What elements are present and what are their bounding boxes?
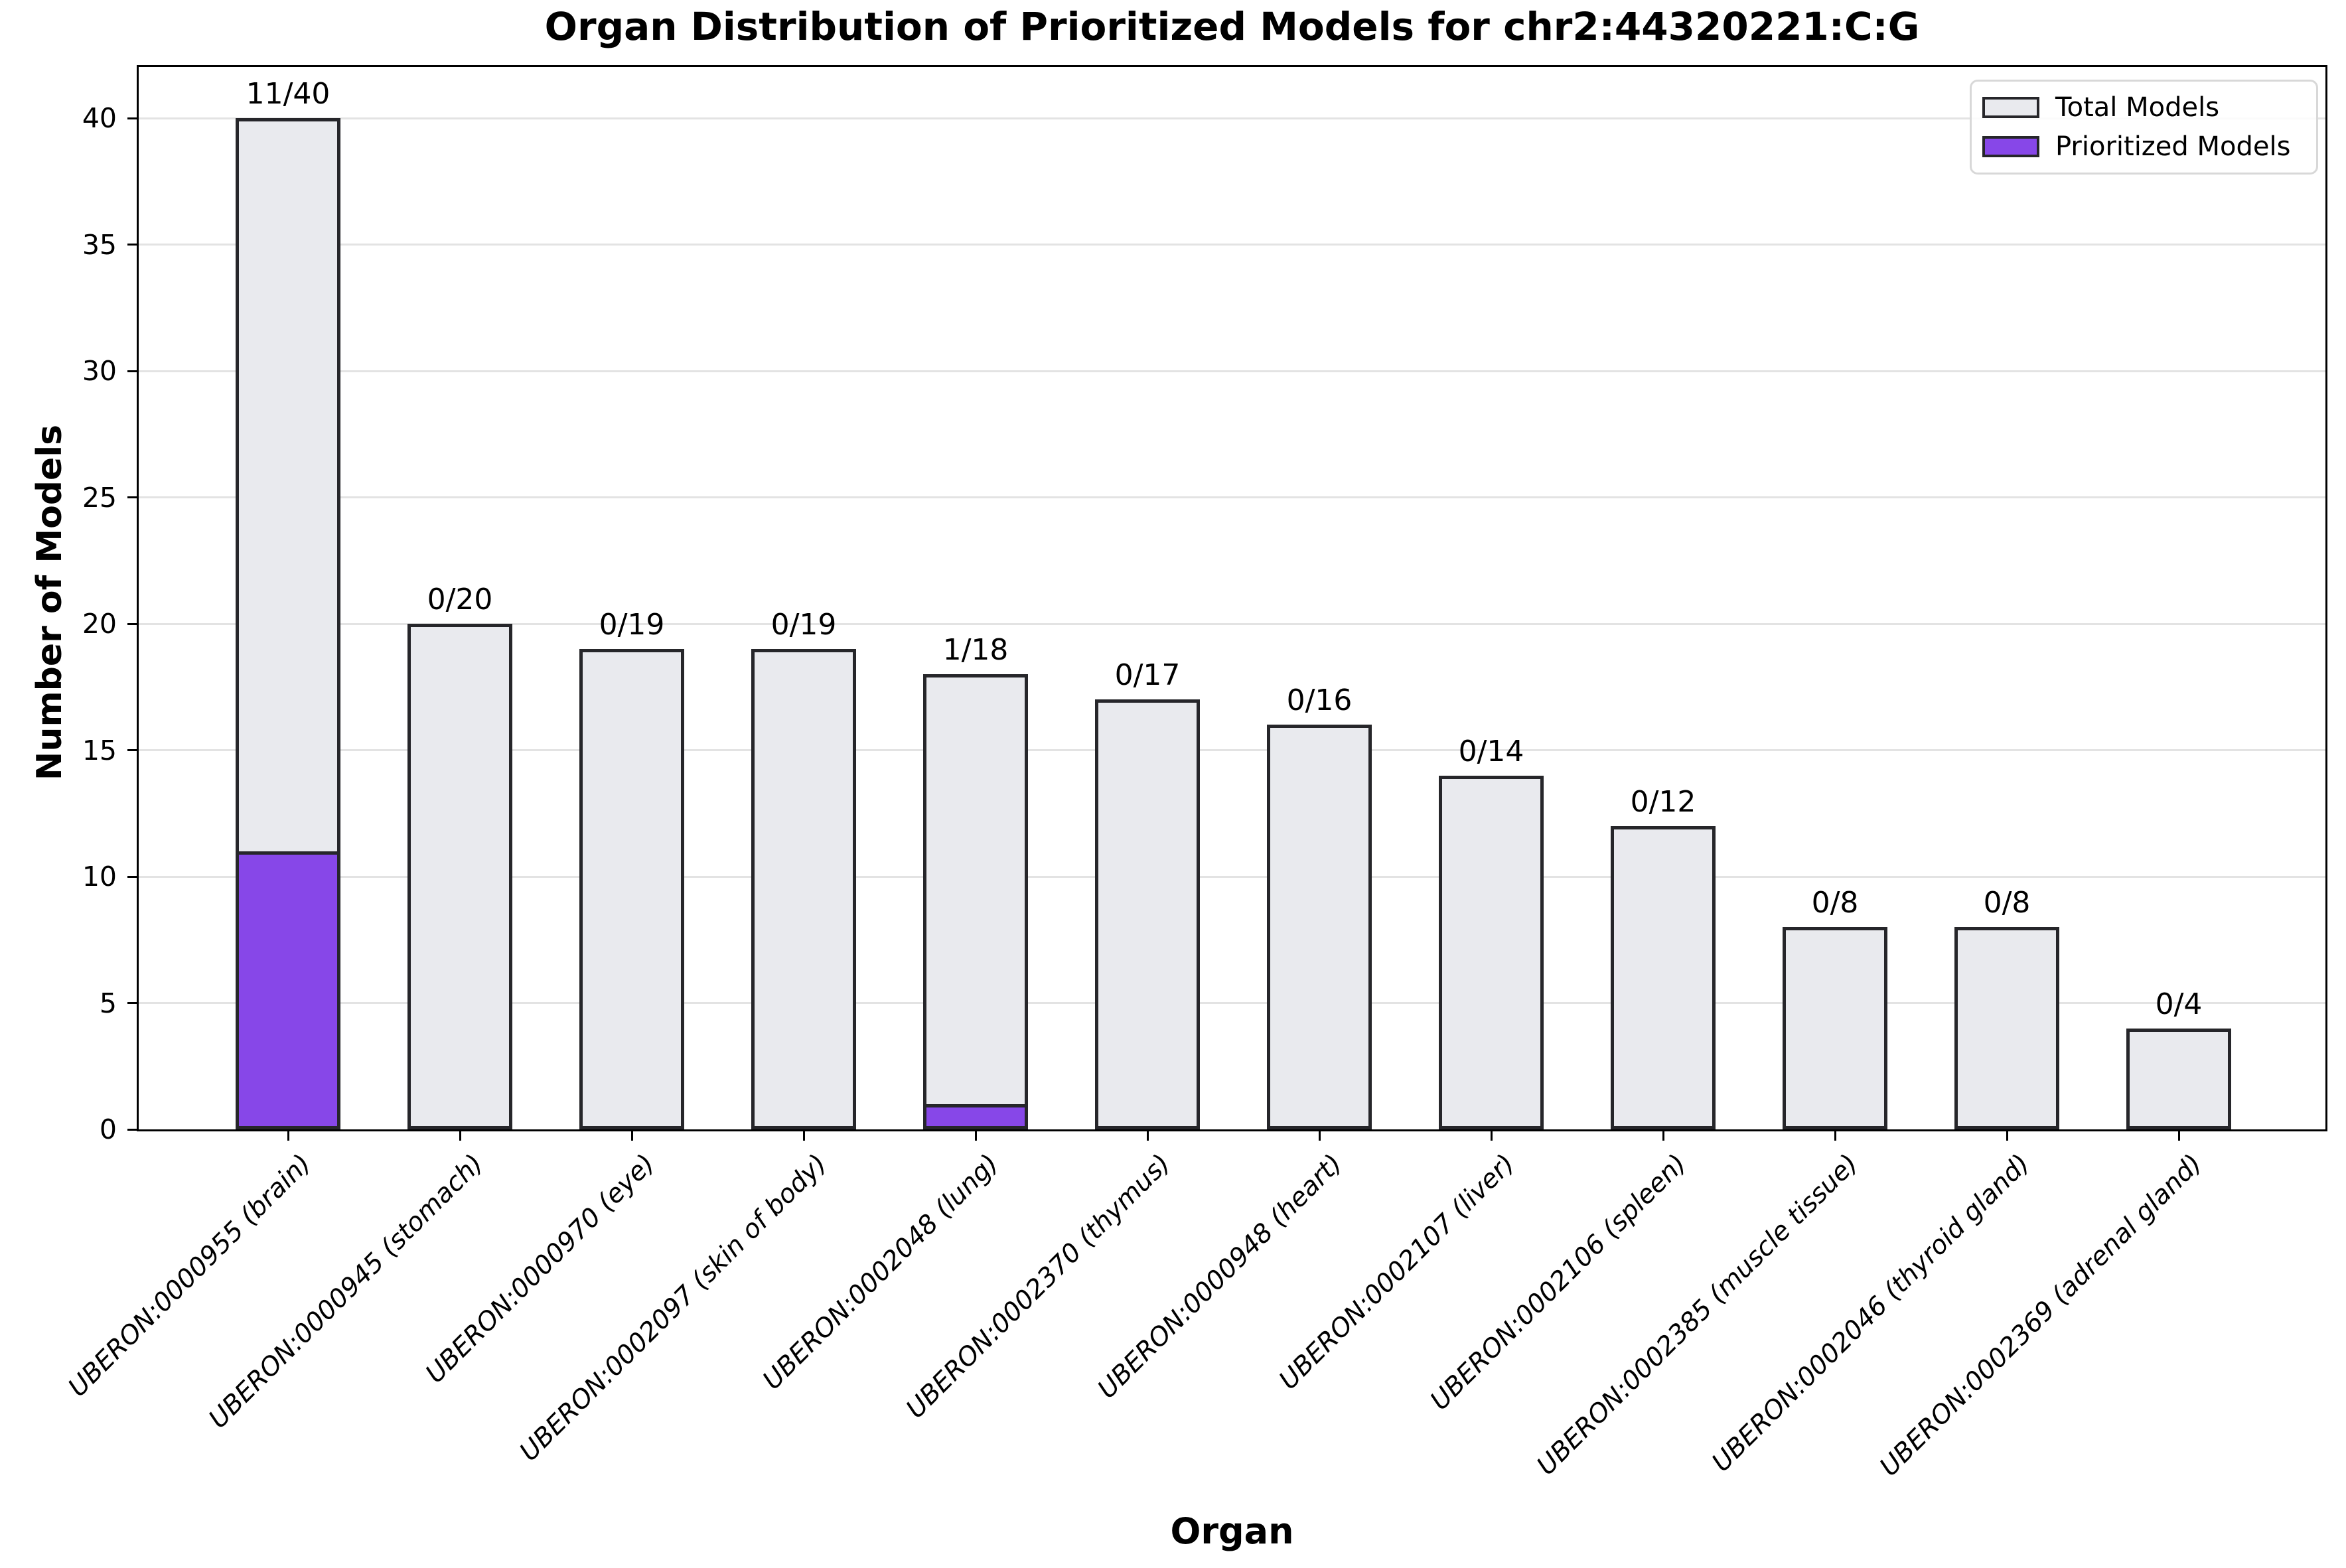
- total-bar-1: [407, 624, 512, 1129]
- y-tick-mark-10: [127, 875, 137, 878]
- y-tick-mark-5: [127, 1002, 137, 1004]
- total-bar-5: [1095, 699, 1200, 1129]
- bar-annotation-2: 0/19: [599, 608, 665, 642]
- x-tick-label-10: UBERON:0002046 (thyroid gland): [1706, 1149, 2036, 1478]
- bar-annotation-8: 0/12: [1630, 784, 1696, 819]
- total-bar-2: [579, 649, 684, 1129]
- total-bar-9: [1783, 927, 1887, 1129]
- bar-annotation-3: 0/19: [770, 608, 837, 642]
- legend-item-prioritized-models: Prioritized Models: [1982, 131, 2306, 162]
- bar-annotation-4: 1/18: [942, 633, 1009, 668]
- legend-label-prioritized-models: Prioritized Models: [2055, 131, 2291, 162]
- x-tick-mark-1: [459, 1131, 461, 1141]
- x-tick-mark-0: [287, 1131, 289, 1141]
- prioritized-models-swatch: [1982, 135, 2039, 157]
- x-tick-mark-5: [1146, 1131, 1149, 1141]
- y-tick-label-35: 35: [82, 228, 117, 261]
- x-tick-mark-8: [1662, 1131, 1664, 1141]
- gridline-y-25: [139, 496, 2325, 498]
- total-bar-8: [1611, 825, 1716, 1129]
- y-tick-mark-25: [127, 496, 137, 498]
- legend-label-total-models: Total Models: [2055, 92, 2220, 123]
- total-bar-10: [1954, 927, 2059, 1129]
- y-tick-label-15: 15: [82, 734, 117, 766]
- chart-title: Organ Distribution of Prioritized Models…: [544, 4, 1920, 49]
- x-tick-label-1: UBERON:0000945 (stomach): [203, 1149, 489, 1435]
- bar-annotation-6: 0/16: [1286, 683, 1353, 718]
- y-tick-label-20: 20: [82, 608, 117, 640]
- y-tick-mark-40: [127, 117, 137, 119]
- legend-item-total-models: Total Models: [1982, 92, 2306, 123]
- y-tick-label-40: 40: [82, 102, 117, 134]
- gridline-y-10: [139, 875, 2325, 878]
- gridline-y-30: [139, 370, 2325, 372]
- gridline-y-15: [139, 749, 2325, 751]
- gridline-y-35: [139, 244, 2325, 246]
- y-tick-mark-0: [127, 1128, 137, 1131]
- x-tick-mark-2: [630, 1131, 633, 1141]
- y-tick-label-30: 30: [82, 355, 117, 387]
- bar-annotation-7: 0/14: [1458, 734, 1524, 768]
- x-tick-mark-6: [1318, 1131, 1321, 1141]
- legend: Total Models Prioritized Models: [1970, 80, 2318, 175]
- y-tick-mark-30: [127, 370, 137, 372]
- x-axis-label: Organ: [1170, 1510, 1294, 1552]
- prioritized-bar-0: [236, 851, 340, 1129]
- y-tick-mark-15: [127, 749, 137, 751]
- y-tick-mark-20: [127, 622, 137, 625]
- y-axis-label: Number of Models: [30, 424, 70, 781]
- total-bar-4: [923, 674, 1028, 1129]
- bar-annotation-11: 0/4: [2155, 987, 2203, 1021]
- gridline-y-20: [139, 622, 2325, 625]
- y-tick-label-0: 0: [99, 1113, 117, 1145]
- bar-annotation-9: 0/8: [1811, 886, 1859, 920]
- total-bar-6: [1267, 725, 1372, 1129]
- x-tick-mark-10: [2006, 1131, 2008, 1141]
- total-bar-11: [2126, 1028, 2231, 1129]
- gridline-y-5: [139, 1002, 2325, 1004]
- x-tick-mark-3: [802, 1131, 805, 1141]
- x-tick-label-9: UBERON:0002385 (muscle tissue): [1531, 1149, 1864, 1482]
- y-tick-label-10: 10: [82, 861, 117, 892]
- prioritized-bar-4: [923, 1104, 1028, 1129]
- x-tick-mark-9: [1834, 1131, 1836, 1141]
- y-tick-label-25: 25: [82, 481, 117, 514]
- x-tick-mark-4: [974, 1131, 977, 1141]
- x-tick-mark-11: [2177, 1131, 2180, 1141]
- total-bar-7: [1439, 775, 1544, 1129]
- bar-annotation-0: 11/40: [246, 77, 330, 111]
- x-tick-label-11: UBERON:0002369 (adrenal gland): [1874, 1149, 2208, 1482]
- total-models-swatch: [1982, 97, 2039, 119]
- x-tick-mark-7: [1490, 1131, 1493, 1141]
- x-tick-label-3: UBERON:0002097 (skin of body): [514, 1149, 833, 1468]
- y-tick-mark-35: [127, 244, 137, 246]
- bar-annotation-5: 0/17: [1114, 658, 1181, 693]
- bar-annotation-10: 0/8: [1983, 886, 2031, 920]
- gridline-y-40: [139, 117, 2325, 119]
- bar-annotation-1: 0/20: [427, 583, 493, 616]
- y-tick-label-5: 5: [99, 987, 117, 1019]
- total-bar-3: [751, 649, 856, 1129]
